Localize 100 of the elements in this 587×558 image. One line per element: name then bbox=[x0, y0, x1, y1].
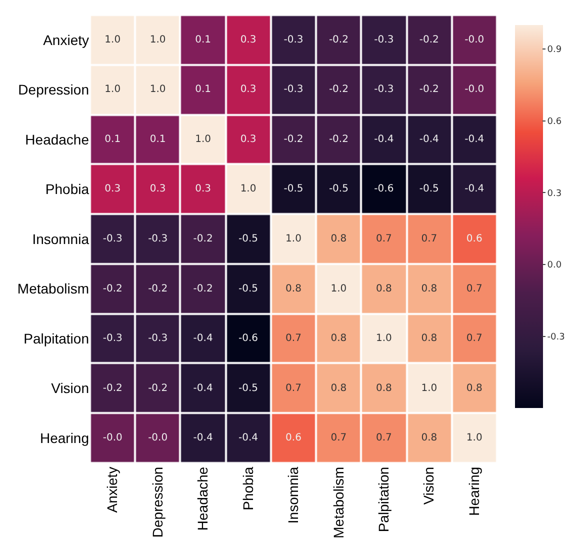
data-label: -0.3 bbox=[374, 34, 394, 46]
data-label: 1.0 bbox=[195, 134, 212, 145]
data-label: -0.2 bbox=[193, 283, 213, 294]
data-label: 0.3 bbox=[240, 84, 256, 96]
data-label: -0.5 bbox=[419, 184, 439, 195]
x-tick-label: Insomnia bbox=[285, 466, 302, 524]
data-label: 0.7 bbox=[376, 432, 392, 444]
data-label: -0.4 bbox=[464, 184, 484, 195]
data-label: 0.7 bbox=[376, 234, 392, 244]
data-label: 1.0 bbox=[240, 184, 256, 195]
data-label: -0.6 bbox=[374, 184, 394, 195]
data-label: -0.3 bbox=[284, 34, 304, 46]
data-label: -0.2 bbox=[193, 234, 213, 244]
color-bar-label: 0.6 bbox=[547, 117, 562, 127]
data-label: -0.3 bbox=[102, 333, 122, 344]
data-label: 0.8 bbox=[330, 382, 347, 394]
data-label: -0.5 bbox=[284, 184, 304, 195]
data-label: 1.0 bbox=[376, 333, 392, 344]
data-label: 1.0 bbox=[286, 234, 302, 244]
data-label: -0.5 bbox=[238, 283, 258, 294]
data-label: -0.2 bbox=[419, 34, 439, 46]
data-label: 0.8 bbox=[466, 382, 482, 394]
x-tick-label: Metabolism bbox=[330, 466, 346, 538]
y-tick-label: Headache bbox=[25, 131, 90, 148]
x-tick-label: Headache bbox=[194, 466, 211, 531]
data-label: -0.4 bbox=[193, 432, 213, 444]
data-label: -0.2 bbox=[328, 34, 348, 46]
data-label: -0.3 bbox=[148, 234, 168, 244]
data-label: 0.1 bbox=[150, 134, 166, 145]
data-label: -0.5 bbox=[328, 184, 348, 195]
data-label: 0.7 bbox=[286, 382, 302, 394]
y-tick-label: Depression bbox=[18, 82, 89, 98]
data-label: -0.2 bbox=[328, 134, 348, 145]
data-label: 0.1 bbox=[195, 84, 212, 96]
data-label: -0.0 bbox=[464, 34, 484, 46]
x-tick-label: Phobia bbox=[240, 466, 256, 510]
y-tick-label: Insomnia bbox=[32, 230, 90, 247]
data-label: -0.2 bbox=[148, 283, 168, 294]
y-tick-label: Palpitation bbox=[24, 330, 89, 346]
data-label: 0.8 bbox=[421, 333, 438, 344]
data-label: -0.2 bbox=[328, 84, 348, 96]
data-label: 0.3 bbox=[240, 34, 256, 46]
x-tick-label: Hearing bbox=[466, 466, 482, 516]
data-label: 0.7 bbox=[466, 333, 482, 344]
data-label: -0.4 bbox=[193, 333, 213, 344]
color-bar-label: 0.0 bbox=[547, 260, 562, 271]
data-label: 0.1 bbox=[104, 134, 121, 145]
y-tick-label: Phobia bbox=[45, 181, 90, 198]
data-label: -0.3 bbox=[374, 84, 394, 96]
y-tick-label: Metabolism bbox=[17, 280, 89, 297]
data-label: -0.0 bbox=[102, 432, 122, 444]
data-label: -0.5 bbox=[238, 382, 258, 394]
data-label: 0.7 bbox=[466, 283, 482, 294]
data-label: -0.4 bbox=[374, 134, 394, 145]
data-label: 1.0 bbox=[421, 382, 438, 394]
data-label: -0.6 bbox=[238, 333, 258, 344]
data-label: -0.4 bbox=[419, 134, 439, 145]
data-label: 0.6 bbox=[286, 432, 302, 444]
data-label: 1.0 bbox=[150, 84, 166, 96]
data-label: -0.2 bbox=[419, 84, 439, 96]
x-tick-label: Vision bbox=[420, 466, 437, 505]
data-label: 0.6 bbox=[466, 234, 482, 244]
data-label: -0.3 bbox=[102, 234, 122, 244]
data-label: 0.8 bbox=[286, 283, 302, 294]
data-label: -0.2 bbox=[102, 283, 122, 294]
data-label: -0.4 bbox=[193, 382, 213, 394]
x-tick-label: Depression bbox=[149, 466, 166, 538]
y-tick-label: Hearing bbox=[40, 430, 89, 446]
x-tick-label: Anxiety bbox=[104, 466, 120, 513]
data-label: 0.8 bbox=[421, 432, 438, 444]
data-label: 1.0 bbox=[466, 432, 482, 444]
data-label: -0.4 bbox=[464, 134, 484, 145]
data-label: 0.1 bbox=[195, 34, 212, 46]
y-tick-label: Anxiety bbox=[43, 32, 89, 48]
data-label: 0.8 bbox=[421, 283, 438, 294]
data-label: -0.3 bbox=[148, 333, 168, 344]
data-label: 0.3 bbox=[195, 184, 212, 195]
data-label: 0.7 bbox=[330, 432, 347, 444]
data-label: 0.8 bbox=[330, 333, 347, 344]
data-label: -0.4 bbox=[238, 432, 258, 444]
data-label: 0.3 bbox=[240, 134, 256, 145]
data-label: 0.8 bbox=[330, 234, 347, 244]
data-label: -0.0 bbox=[464, 84, 484, 96]
data-label: 0.3 bbox=[150, 184, 166, 195]
data-label: 0.7 bbox=[421, 234, 438, 244]
data-label: 0.7 bbox=[286, 333, 302, 344]
y-tick-label: Vision bbox=[51, 380, 89, 396]
data-label: 1.0 bbox=[150, 34, 166, 46]
data-label: -0.2 bbox=[148, 382, 168, 394]
data-label: -0.0 bbox=[148, 432, 168, 444]
color-bar-label: -0.3 bbox=[547, 332, 565, 342]
color-bar-label: 0.9 bbox=[547, 45, 562, 56]
data-label: 1.0 bbox=[104, 34, 121, 46]
data-label: -0.2 bbox=[284, 134, 304, 145]
data-label: 0.3 bbox=[104, 184, 121, 195]
data-label: 0.8 bbox=[376, 382, 392, 394]
data-label: 1.0 bbox=[104, 84, 121, 96]
data-label: -0.3 bbox=[284, 84, 304, 96]
color-bar-label: 0.3 bbox=[547, 188, 562, 199]
data-label: 0.8 bbox=[376, 283, 392, 294]
